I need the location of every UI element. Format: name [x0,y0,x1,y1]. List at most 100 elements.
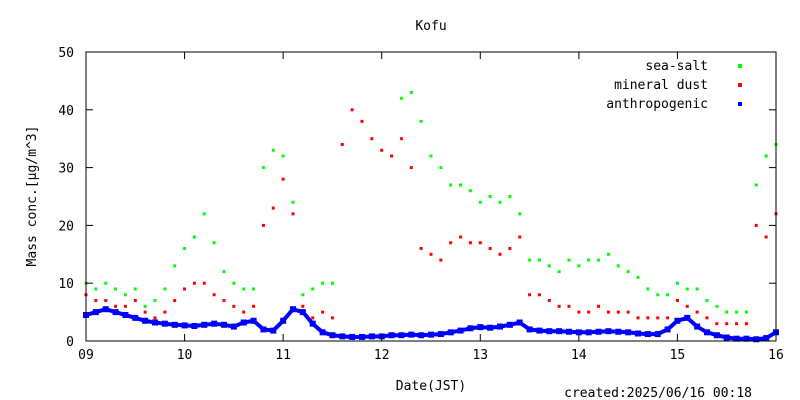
anthropogenic-trace [85,306,778,342]
mineral-dust-point [340,142,344,146]
mineral-dust-point [646,316,650,320]
mineral-dust-point [537,293,541,297]
y-axis-label-unit: μg/m^3] [25,126,40,181]
sea-salt-point [567,258,571,262]
sea-salt-point [242,287,246,291]
mineral-dust-point [744,322,748,326]
sea-salt-point [666,293,670,297]
mineral-dust-point [597,304,601,308]
mineral-dust-point [449,241,453,245]
plot-frame [85,51,777,342]
mineral-dust-point [656,316,660,320]
sea-salt-point [183,247,187,251]
mineral-dust-point [330,316,334,320]
mineral-dust-point [725,322,729,326]
x-axis: 09 10 11 12 13 14 15 16 [78,52,784,363]
mineral-dust-point [547,299,551,303]
mineral-dust-point [104,299,108,303]
sea-salt-point [547,264,551,268]
sea-salt-point [301,293,305,297]
mineral-dust-point [636,316,640,320]
x-tick-label: 10 [177,348,193,363]
mineral-dust-point [508,247,512,251]
sea-salt-point [725,310,729,314]
legend-label: anthropogenic [606,97,708,112]
mineral-dust-point [301,304,305,308]
sea-salt-point [202,212,206,216]
mineral-dust-point [419,247,423,251]
mineral-dust-point [114,304,118,308]
x-tick-label: 15 [670,348,686,363]
sea-salt-point [419,119,423,123]
sea-salt-point [439,166,443,170]
sea-salt-point [468,189,472,193]
legend-marker [738,102,742,106]
mineral-dust-point [528,293,532,297]
mineral-dust-point [143,310,147,314]
sea-salt-point [656,293,660,297]
sea-salt-point [114,287,118,291]
mineral-dust-point [321,310,325,314]
mineral-dust-point [261,223,265,227]
y-tick-label: 10 [58,277,74,292]
mineral-dust-point [123,304,127,308]
sea-salt-point [123,293,127,297]
sea-salt-point [321,281,325,285]
sea-salt-point [449,183,453,187]
sea-salt-point [222,270,226,274]
mineral-dust-point [311,316,315,320]
mineral-dust-point [459,235,463,239]
mineral-dust-point [153,316,157,320]
sea-salt-point [577,264,581,268]
sea-salt-point [488,195,492,198]
y-axis-label: Mass conc.[μg/m^3] [25,126,40,267]
mineral-dust-point [212,293,216,297]
mineral-dust-point [291,212,295,216]
sea-salt-point [163,287,167,291]
sea-salt-point [271,148,275,152]
sea-salt-point [675,281,679,285]
sea-salt-point [409,90,413,94]
legend: sea-salt mineral dust anthropogenic [606,59,742,112]
x-tick-label: 13 [472,348,488,363]
sea-salt-point [281,154,285,158]
mineral-dust-point [390,154,394,158]
sea-salt-point [705,299,709,303]
mineral-dust-point [242,310,246,314]
legend-marker [738,64,742,68]
mineral-dust-point [360,119,364,123]
sea-salt-point [133,287,137,291]
sea-salt-point [744,310,748,314]
sea-salt-point [715,304,719,308]
y-tick-label: 30 [58,162,74,177]
x-tick-label: 14 [571,348,587,363]
mineral-dust-point [675,299,679,303]
mineral-dust-point [577,310,581,314]
sea-salt-point [291,200,295,204]
mineral-dust-point [281,177,285,181]
mineral-dust-point [478,241,482,245]
sea-salt-point [646,287,650,291]
sea-salt-point [636,275,640,279]
sea-salt-point [94,287,98,291]
sea-salt-point [498,200,502,204]
mineral-dust-point [606,310,610,314]
mineral-dust-point [626,310,630,314]
sea-salt-point [626,270,630,274]
legend-label: sea-salt [645,59,708,74]
mineral-dust-point [685,304,689,308]
mineral-dust-point [468,241,472,245]
sea-salt-point [557,270,561,274]
y-axis-label-main: Mass conc.[ [25,180,40,266]
mineral-dust-point [518,235,522,239]
mineral-dust-point [439,258,443,262]
mineral-dust-point [735,322,739,326]
mineral-dust-point [695,310,699,314]
mineral-dust-point [705,316,709,320]
mineral-dust-point [202,281,206,285]
sea-salt-point [616,264,620,268]
sea-salt-point [192,235,196,239]
mineral-dust-point [567,304,571,308]
sea-salt-point [330,281,334,285]
